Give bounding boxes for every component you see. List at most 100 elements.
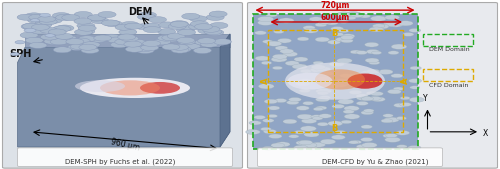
Circle shape	[124, 23, 142, 29]
Circle shape	[278, 38, 291, 43]
Circle shape	[38, 16, 56, 22]
Text: DEM-SPH by Fuchs et al. (2022): DEM-SPH by Fuchs et al. (2022)	[65, 159, 175, 165]
Circle shape	[288, 135, 299, 138]
Circle shape	[315, 23, 327, 27]
Circle shape	[316, 67, 331, 72]
FancyBboxPatch shape	[2, 3, 242, 168]
Circle shape	[119, 29, 137, 35]
Circle shape	[317, 91, 328, 95]
Circle shape	[300, 126, 316, 131]
Circle shape	[348, 141, 358, 144]
Circle shape	[162, 36, 180, 42]
Circle shape	[115, 39, 133, 45]
Circle shape	[318, 20, 332, 24]
Circle shape	[345, 16, 356, 20]
Circle shape	[210, 39, 228, 45]
Circle shape	[88, 15, 106, 21]
Circle shape	[333, 82, 347, 87]
Circle shape	[52, 36, 70, 42]
Bar	[422, 34, 472, 46]
Circle shape	[272, 54, 287, 59]
Polygon shape	[220, 34, 230, 147]
Circle shape	[153, 39, 171, 45]
Circle shape	[148, 17, 166, 23]
Circle shape	[350, 50, 362, 54]
Circle shape	[72, 38, 90, 44]
Circle shape	[162, 44, 180, 50]
Circle shape	[178, 29, 196, 35]
Circle shape	[356, 101, 368, 105]
Circle shape	[47, 39, 65, 45]
Text: DEM-CFD by Yu & Zhao (2021): DEM-CFD by Yu & Zhao (2021)	[322, 159, 428, 165]
Circle shape	[370, 16, 386, 21]
Text: 960 μm: 960 μm	[110, 138, 140, 153]
Text: Y: Y	[422, 94, 428, 103]
Circle shape	[198, 28, 216, 34]
Circle shape	[364, 42, 379, 47]
Circle shape	[320, 139, 336, 144]
Circle shape	[56, 25, 74, 31]
Circle shape	[268, 106, 280, 110]
Circle shape	[138, 12, 156, 18]
Circle shape	[47, 32, 65, 38]
Circle shape	[40, 13, 50, 17]
Circle shape	[316, 106, 327, 110]
Circle shape	[396, 116, 406, 120]
Circle shape	[178, 39, 196, 45]
Circle shape	[261, 61, 272, 65]
Circle shape	[202, 26, 220, 32]
Circle shape	[275, 142, 290, 147]
Circle shape	[344, 114, 360, 119]
Circle shape	[190, 21, 208, 27]
Polygon shape	[18, 47, 230, 147]
Circle shape	[206, 29, 224, 35]
Circle shape	[115, 24, 133, 30]
Circle shape	[81, 43, 99, 49]
Circle shape	[410, 66, 422, 70]
Circle shape	[360, 14, 370, 18]
Circle shape	[44, 38, 62, 44]
Ellipse shape	[315, 69, 365, 90]
Circle shape	[26, 37, 44, 43]
Circle shape	[306, 133, 318, 137]
Circle shape	[311, 142, 326, 147]
Circle shape	[388, 51, 399, 55]
Circle shape	[176, 27, 194, 33]
Circle shape	[40, 34, 58, 40]
Circle shape	[262, 146, 274, 150]
Circle shape	[394, 103, 406, 107]
Circle shape	[388, 22, 403, 27]
Bar	[252, 14, 418, 149]
Circle shape	[341, 120, 352, 124]
Circle shape	[390, 90, 401, 94]
Circle shape	[360, 138, 373, 142]
Circle shape	[368, 61, 380, 65]
Circle shape	[304, 132, 319, 137]
Circle shape	[144, 23, 162, 29]
Circle shape	[372, 97, 386, 102]
Circle shape	[349, 90, 362, 94]
Circle shape	[396, 130, 409, 135]
Circle shape	[120, 41, 138, 47]
Circle shape	[140, 44, 158, 51]
Circle shape	[102, 34, 120, 40]
Circle shape	[370, 92, 384, 96]
Circle shape	[394, 87, 404, 91]
Circle shape	[352, 140, 362, 144]
Circle shape	[254, 115, 266, 119]
Text: CFD Domain: CFD Domain	[430, 83, 469, 88]
Circle shape	[365, 58, 379, 63]
Circle shape	[381, 119, 393, 123]
Circle shape	[44, 17, 62, 23]
Circle shape	[304, 28, 318, 33]
Circle shape	[288, 97, 302, 102]
Circle shape	[258, 20, 274, 25]
Circle shape	[361, 125, 372, 129]
Circle shape	[82, 42, 100, 48]
Text: A: A	[260, 78, 270, 84]
Circle shape	[53, 26, 71, 32]
Circle shape	[334, 33, 344, 36]
Circle shape	[258, 84, 274, 89]
Circle shape	[315, 37, 330, 42]
Circle shape	[167, 33, 185, 39]
